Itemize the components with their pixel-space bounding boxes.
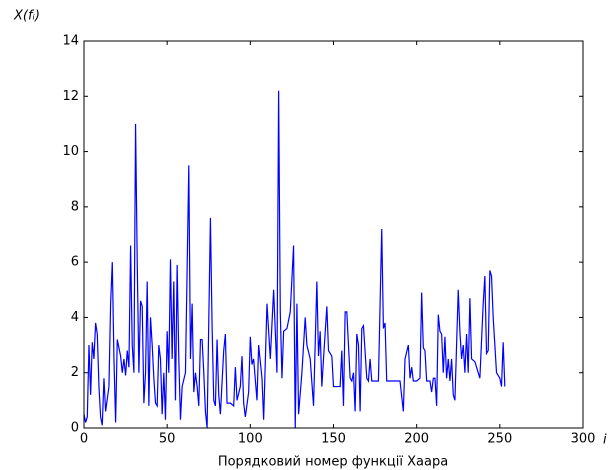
y-tick-label: 2: [71, 365, 79, 380]
y-tick-label: 14: [62, 34, 79, 49]
y-tick-label: 12: [62, 89, 79, 104]
x-axis-label: Порядковий номер функції Хаара: [218, 455, 448, 470]
x-tick-label: 50: [159, 432, 176, 447]
x-axis-short-label: i: [603, 433, 607, 448]
x-tick-label: 300: [571, 432, 596, 447]
x-tick-label: 250: [487, 432, 512, 447]
data-line: [83, 90, 506, 429]
y-tick-label: 4: [71, 310, 79, 325]
y-tick-label: 0: [71, 421, 79, 436]
plot-frame: [83, 40, 584, 429]
x-tick-label: 150: [321, 432, 346, 447]
y-tick-label: 8: [71, 199, 79, 214]
x-tick-label: 200: [404, 432, 429, 447]
y-tick-label: 6: [71, 255, 79, 270]
x-tick-label: 0: [80, 432, 88, 447]
y-axis-label: X(fᵢ): [13, 9, 40, 24]
x-tick-label: 100: [238, 432, 263, 447]
y-tick-label: 10: [62, 144, 79, 159]
